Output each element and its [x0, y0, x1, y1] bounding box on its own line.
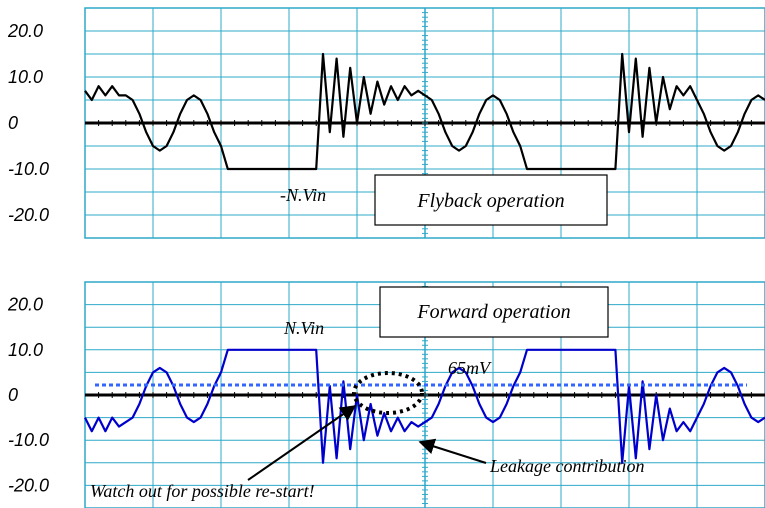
forward-y-tick-label: -20.0 [8, 475, 49, 495]
flyback-title-box [374, 174, 608, 226]
forward-y-tick-label: -10.0 [8, 430, 49, 450]
flyback-waveform [84, 52, 765, 171]
forward-y-tick-label: 10.0 [8, 340, 43, 360]
flyback-title: Flyback operation [416, 190, 564, 212]
restart-arrow [247, 405, 357, 481]
flyback-y-tick-label: -10.0 [8, 159, 49, 179]
forward-nvin-label: N.Vin [283, 318, 324, 338]
forward-y-tick-label: 20.0 [7, 295, 43, 315]
flyback-y-tick-label: 20.0 [7, 21, 43, 41]
flyback-y-tick-label: -20.0 [8, 205, 49, 225]
flyback-y-tick-label: 10.0 [8, 67, 43, 87]
flyback-y-tick-label: 0 [8, 113, 18, 133]
forward-title-box [379, 286, 609, 338]
forward-y-tick-label: 0 [8, 385, 18, 405]
forward-title: Forward operation [416, 301, 570, 323]
restart-highlight-circle [352, 371, 424, 415]
forward-leakage-label: Leakage contribution [489, 456, 644, 476]
flyback-annotation: -N.Vin [280, 185, 326, 205]
leakage-arrow [418, 438, 487, 464]
forward-waveform [84, 348, 765, 464]
forward-threshold-label: 65mV [448, 358, 492, 378]
forward-warning-label: Watch out for possible re-start! [90, 481, 315, 501]
